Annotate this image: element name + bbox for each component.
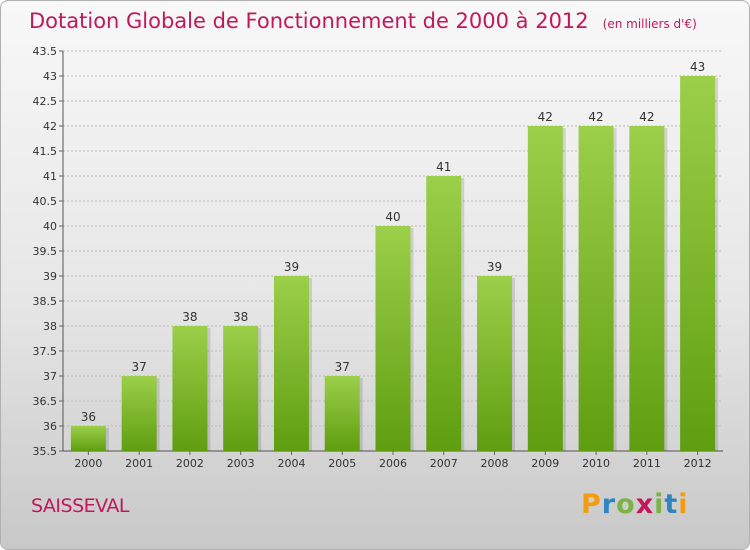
data-label: 37 xyxy=(335,360,350,374)
data-label: 41 xyxy=(436,160,451,174)
y-tick-label: 40.5 xyxy=(33,195,58,208)
x-tick-label: 2008 xyxy=(481,457,509,470)
bar-2012 xyxy=(680,76,716,451)
bar-2011 xyxy=(629,126,665,451)
logo-letter: i xyxy=(654,489,665,520)
data-label: 39 xyxy=(487,260,502,274)
y-tick-label: 38.5 xyxy=(33,295,58,308)
bar-2003 xyxy=(223,326,259,451)
data-label: 36 xyxy=(81,410,96,424)
bar-2006 xyxy=(375,226,411,451)
commune-name: SAISSEVAL xyxy=(31,495,130,517)
x-tick-label: 2011 xyxy=(633,457,661,470)
bar-2001 xyxy=(121,376,157,451)
x-tick-label: 2012 xyxy=(684,457,712,470)
x-tick-label: 2003 xyxy=(227,457,255,470)
bar-2000 xyxy=(70,426,106,451)
bar-2010 xyxy=(578,126,614,451)
bar-2008 xyxy=(477,276,513,451)
logo-letter: o xyxy=(616,489,636,520)
logo-letter: t xyxy=(664,489,679,520)
chart-title-text: Dotation Globale de Fonctionnement de 20… xyxy=(29,9,589,33)
y-tick-label: 42.5 xyxy=(33,95,58,108)
y-tick-label: 39.5 xyxy=(33,245,58,258)
y-tick-label: 36.5 xyxy=(33,395,58,408)
logo-letter: r xyxy=(601,489,617,520)
data-label: 42 xyxy=(588,110,603,124)
data-label: 37 xyxy=(132,360,147,374)
proxiti-logo: Proxiti xyxy=(581,489,689,520)
y-tick-label: 40 xyxy=(43,220,57,233)
bar-2007 xyxy=(426,176,462,451)
data-label: 38 xyxy=(233,310,248,324)
data-label: 42 xyxy=(639,110,654,124)
bar-2002 xyxy=(172,326,208,451)
y-tick-label: 39 xyxy=(43,270,57,283)
y-tick-label: 43 xyxy=(43,70,57,83)
data-label: 38 xyxy=(182,310,197,324)
y-tick-label: 41 xyxy=(43,170,57,183)
bar-2004 xyxy=(273,276,309,451)
y-tick-label: 37.5 xyxy=(33,345,58,358)
x-tick-label: 2010 xyxy=(582,457,610,470)
y-tick-label: 42 xyxy=(43,120,57,133)
bar-2009 xyxy=(527,126,563,451)
x-tick-label: 2007 xyxy=(430,457,458,470)
data-label: 43 xyxy=(690,60,705,74)
logo-letter: x xyxy=(635,489,655,520)
x-tick-label: 2009 xyxy=(531,457,559,470)
y-tick-label: 35.5 xyxy=(33,445,58,458)
unit-note: (en milliers d'€) xyxy=(602,17,697,31)
x-tick-label: 2006 xyxy=(379,457,407,470)
y-tick-label: 41.5 xyxy=(33,145,58,158)
x-tick-label: 2002 xyxy=(176,457,204,470)
y-tick-label: 43.5 xyxy=(33,45,58,58)
data-label: 42 xyxy=(538,110,553,124)
chart-title: Dotation Globale de Fonctionnement de 20… xyxy=(29,9,697,33)
x-tick-label: 2000 xyxy=(74,457,102,470)
data-label: 39 xyxy=(284,260,299,274)
data-label: 40 xyxy=(385,210,400,224)
logo-letter: i xyxy=(678,489,689,520)
x-tick-label: 2005 xyxy=(328,457,356,470)
x-tick-label: 2001 xyxy=(125,457,153,470)
logo-letter: P xyxy=(581,489,602,520)
y-tick-label: 36 xyxy=(43,420,57,433)
x-tick-label: 2004 xyxy=(277,457,305,470)
y-tick-label: 38 xyxy=(43,320,57,333)
bar-2005 xyxy=(324,376,360,451)
y-tick-label: 37 xyxy=(43,370,57,383)
